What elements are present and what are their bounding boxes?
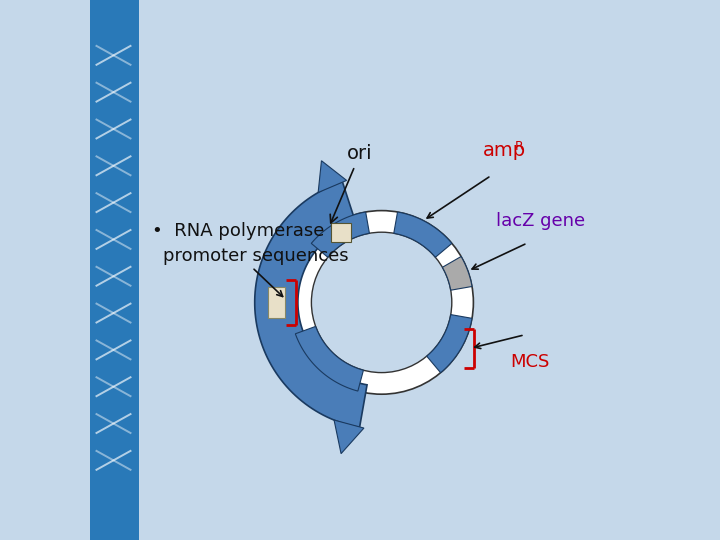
Text: ori: ori [330, 144, 373, 223]
Polygon shape [311, 212, 369, 257]
Text: MCS: MCS [510, 353, 550, 370]
Polygon shape [318, 161, 346, 192]
Text: promoter sequences: promoter sequences [163, 247, 348, 265]
Text: amp: amp [483, 141, 526, 160]
Polygon shape [442, 256, 472, 290]
Polygon shape [268, 287, 285, 318]
Text: •  RNA polymerase: • RNA polymerase [152, 222, 325, 240]
Text: R: R [515, 140, 523, 153]
Polygon shape [334, 420, 364, 454]
Polygon shape [427, 315, 472, 373]
Circle shape [289, 211, 474, 394]
Polygon shape [331, 222, 351, 242]
Bar [90, 0, 138, 540]
Text: lacZ gene: lacZ gene [496, 212, 585, 230]
Circle shape [312, 232, 452, 373]
Polygon shape [394, 212, 452, 257]
Polygon shape [295, 326, 364, 391]
Polygon shape [255, 182, 367, 427]
